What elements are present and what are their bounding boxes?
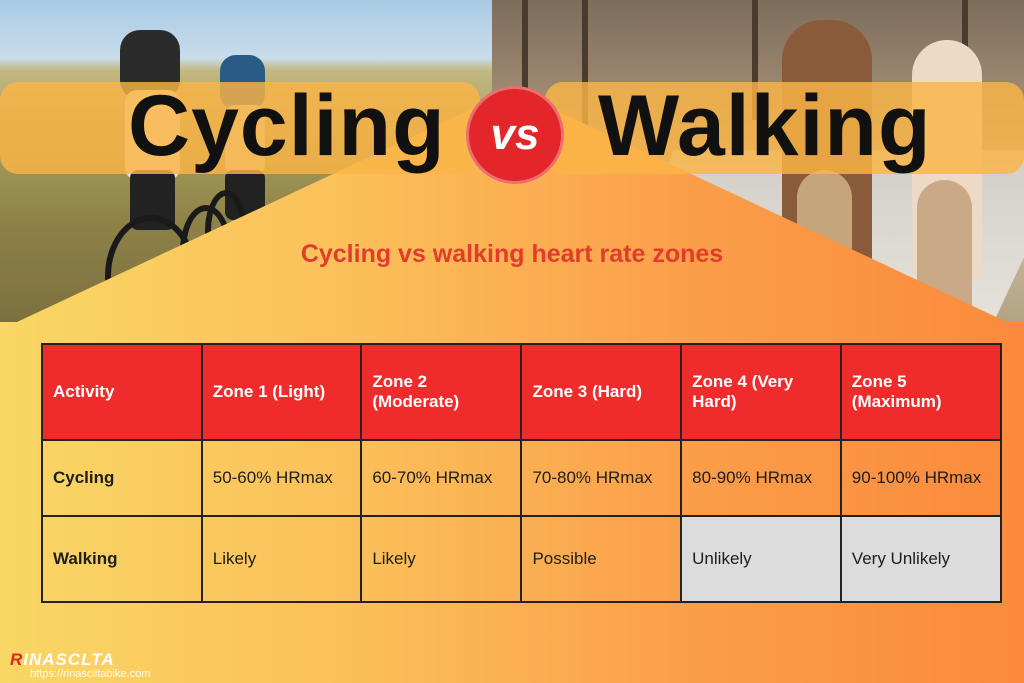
header-cell: Activity — [41, 343, 203, 441]
site-url[interactable]: https://rinasclitabike.com — [30, 668, 151, 680]
logo-initial: R — [10, 650, 24, 669]
brand-logo[interactable]: RINASCLTA — [10, 650, 115, 670]
header-cell: Zone 1 (Light) — [200, 343, 363, 441]
title-cycling: Cycling — [128, 78, 446, 174]
table-cell: 90-100% HRmax — [839, 439, 1003, 517]
table-cell: Very Unlikely — [839, 515, 1003, 603]
table-row: Cycling 50-60% HRmax 60-70% HRmax 70-80%… — [41, 439, 1003, 517]
table-cell: Possible — [520, 515, 683, 603]
subtitle: Cycling vs walking heart rate zones — [300, 240, 724, 268]
vs-badge: vs — [466, 86, 564, 184]
title-walking: Walking — [598, 78, 932, 174]
table-cell: 80-90% HRmax — [680, 439, 842, 517]
heart-rate-zones-table: Activity Zone 1 (Light) Zone 2 (Moderate… — [41, 343, 1003, 603]
header-cell: Zone 5 (Maximum) — [839, 343, 1003, 441]
table-cell: Cycling — [41, 439, 203, 517]
table-cell: Likely — [200, 515, 363, 603]
table-cell: Unlikely — [680, 515, 842, 603]
table-cell: 50-60% HRmax — [200, 439, 363, 517]
table-row: Walking Likely Likely Possible Unlikely … — [41, 515, 1003, 603]
table-cell: Likely — [360, 515, 523, 603]
table-cell: 60-70% HRmax — [360, 439, 523, 517]
header-cell: Zone 4 (Very Hard) — [680, 343, 842, 441]
header-cell: Zone 3 (Hard) — [520, 343, 683, 441]
logo-text: INASCLTA — [23, 650, 115, 669]
table-cell: 70-80% HRmax — [520, 439, 683, 517]
title-band-left — [0, 82, 480, 174]
title-band-right — [545, 82, 1024, 174]
table-header-row: Activity Zone 1 (Light) Zone 2 (Moderate… — [41, 343, 1003, 441]
table-cell: Walking — [41, 515, 203, 603]
header-cell: Zone 2 (Moderate) — [360, 343, 523, 441]
